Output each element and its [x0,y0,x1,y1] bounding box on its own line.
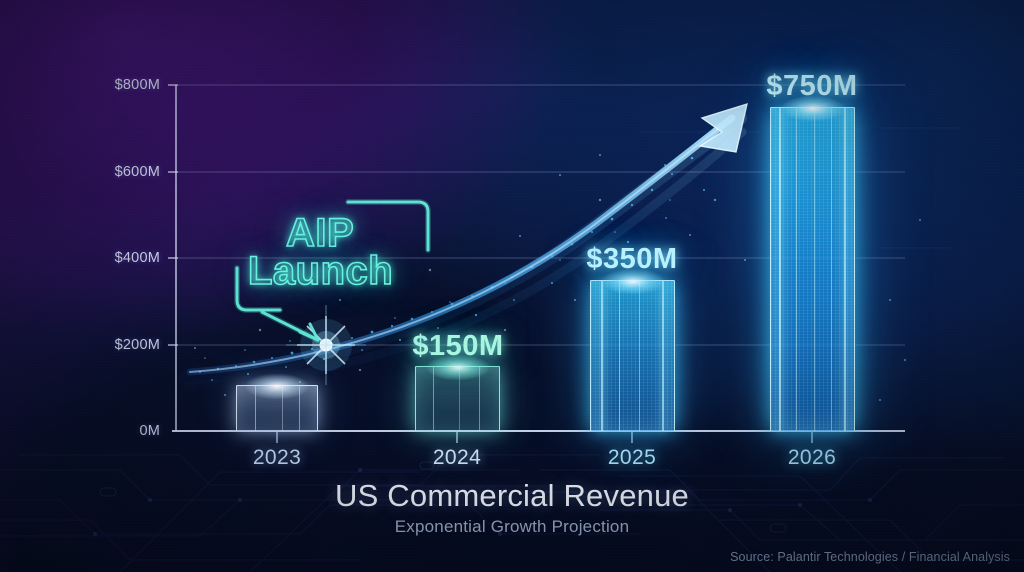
bar-value-label-2025: $350M [586,243,678,275]
bar-2023-texture [237,386,317,431]
x-tick-label-2023: 2023 [252,446,302,469]
annotation-aip-line1: AIP [285,211,355,255]
bar-2025[interactable] [590,268,675,431]
source-attribution: Source: Palantir Technologies / Financia… [730,550,1010,564]
bar-2024-texture [416,367,499,431]
bar-2026-texture [771,108,854,431]
bar-2025-highlights [591,281,674,431]
y-tick-label-800: $800M [114,77,160,93]
x-tick-label-2026: 2026 [787,446,837,469]
y-tick-label-400: $400M [114,250,160,266]
bar-2024[interactable] [415,354,500,431]
y-tick-label-200: $200M [114,337,160,353]
chart-subtitle: Exponential Growth Projection [394,517,630,536]
annotation-aip-line2: Launch [247,249,394,293]
bar-2026[interactable] [770,95,855,431]
bar-value-label-2024: $150M [412,330,504,362]
chart-title: US Commercial Revenue [335,478,689,513]
bar-2026-highlights [771,108,854,431]
bar-value-label-2026: $750M [766,70,858,102]
y-tick-label-0: 0M [139,423,160,439]
y-tick-label-600: $600M [114,164,160,180]
bar-2023[interactable] [236,373,318,431]
x-tick-label-2025: 2025 [607,446,657,469]
x-tick-label-2024: 2024 [432,446,482,469]
